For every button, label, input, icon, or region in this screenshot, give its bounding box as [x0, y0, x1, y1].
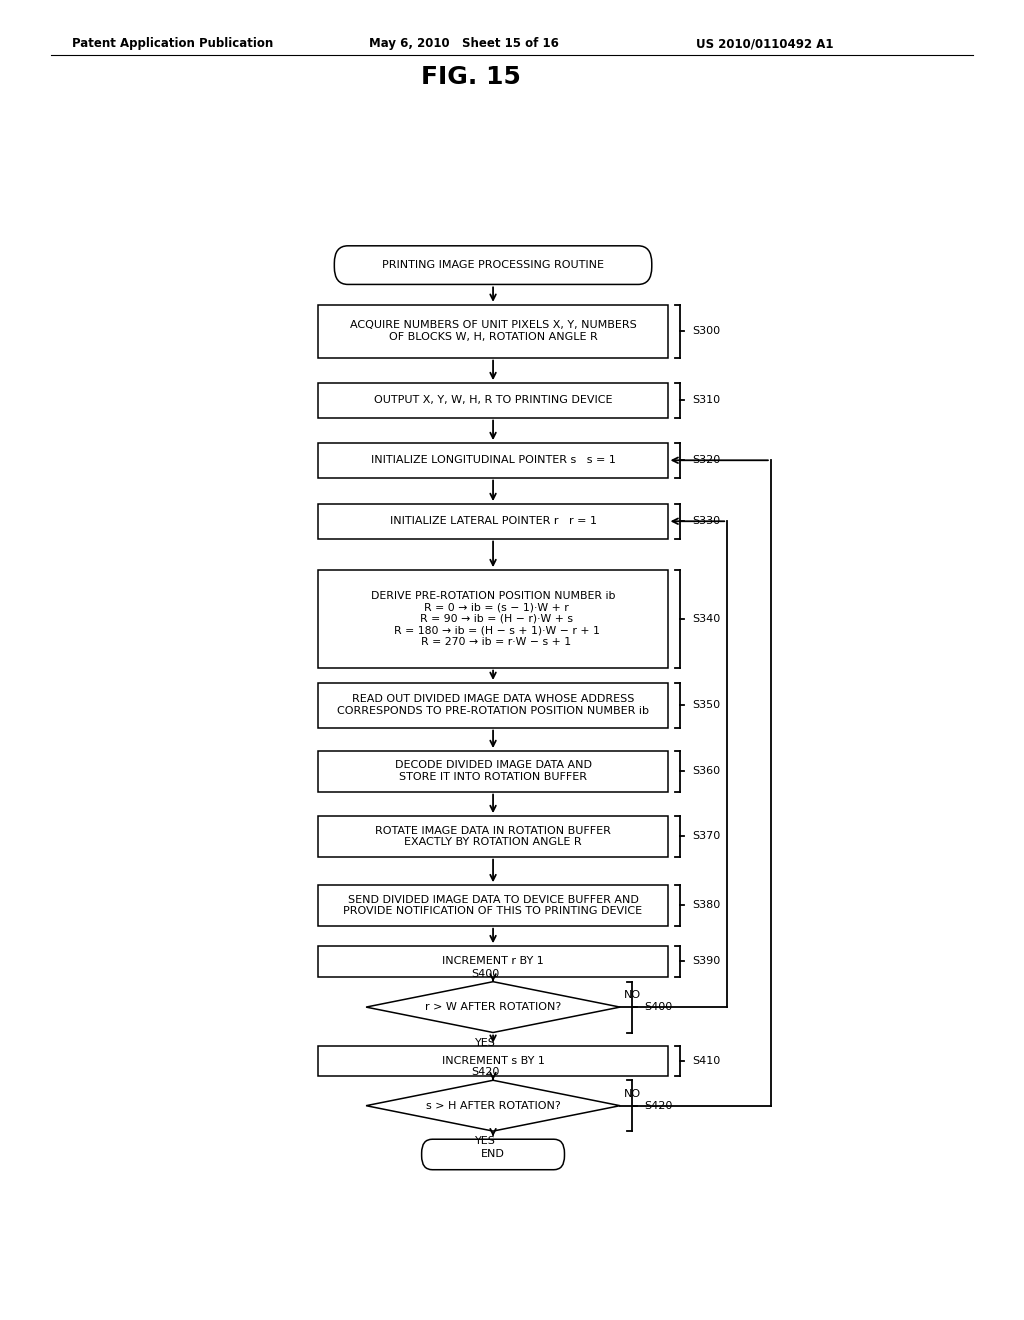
- Text: END: END: [481, 1150, 505, 1159]
- Polygon shape: [367, 1080, 620, 1131]
- FancyBboxPatch shape: [318, 946, 668, 977]
- Text: S310: S310: [692, 395, 720, 405]
- FancyBboxPatch shape: [422, 1139, 564, 1170]
- Text: INCREMENT s BY 1: INCREMENT s BY 1: [441, 1056, 545, 1067]
- FancyBboxPatch shape: [318, 886, 668, 925]
- Text: s > H AFTER ROTATION?: s > H AFTER ROTATION?: [426, 1101, 560, 1110]
- Text: ACQUIRE NUMBERS OF UNIT PIXELS X, Y, NUMBERS
OF BLOCKS W, H, ROTATION ANGLE R: ACQUIRE NUMBERS OF UNIT PIXELS X, Y, NUM…: [349, 321, 637, 342]
- Polygon shape: [367, 982, 620, 1032]
- Text: S360: S360: [692, 767, 720, 776]
- Text: S330: S330: [692, 516, 720, 527]
- Text: INITIALIZE LONGITUDINAL POINTER s   s = 1: INITIALIZE LONGITUDINAL POINTER s s = 1: [371, 455, 615, 465]
- Text: S400: S400: [471, 969, 500, 978]
- FancyBboxPatch shape: [318, 751, 668, 792]
- Text: May 6, 2010   Sheet 15 of 16: May 6, 2010 Sheet 15 of 16: [369, 37, 558, 50]
- FancyBboxPatch shape: [318, 1045, 668, 1076]
- FancyBboxPatch shape: [318, 570, 668, 668]
- Text: NO: NO: [624, 990, 641, 1001]
- FancyBboxPatch shape: [318, 444, 668, 478]
- FancyBboxPatch shape: [318, 682, 668, 727]
- Text: INITIALIZE LATERAL POINTER r   r = 1: INITIALIZE LATERAL POINTER r r = 1: [389, 516, 597, 527]
- FancyBboxPatch shape: [318, 816, 668, 857]
- Text: DERIVE PRE-ROTATION POSITION NUMBER ib
  R = 0 → ib = (s − 1)·W + r
  R = 90 → i: DERIVE PRE-ROTATION POSITION NUMBER ib R…: [371, 590, 615, 647]
- FancyBboxPatch shape: [318, 305, 668, 358]
- Text: S390: S390: [692, 957, 721, 966]
- Text: FIG. 15: FIG. 15: [421, 65, 521, 88]
- Text: READ OUT DIVIDED IMAGE DATA WHOSE ADDRESS
CORRESPONDS TO PRE-ROTATION POSITION N: READ OUT DIVIDED IMAGE DATA WHOSE ADDRES…: [337, 694, 649, 715]
- Text: S340: S340: [692, 614, 721, 624]
- FancyBboxPatch shape: [318, 383, 668, 417]
- Text: S380: S380: [692, 900, 721, 911]
- Text: S350: S350: [692, 700, 720, 710]
- Text: S370: S370: [692, 832, 721, 841]
- Text: ROTATE IMAGE DATA IN ROTATION BUFFER
EXACTLY BY ROTATION ANGLE R: ROTATE IMAGE DATA IN ROTATION BUFFER EXA…: [375, 825, 611, 847]
- Text: S320: S320: [692, 455, 721, 465]
- Text: S400: S400: [645, 1002, 673, 1012]
- Text: Patent Application Publication: Patent Application Publication: [72, 37, 273, 50]
- Text: DECODE DIVIDED IMAGE DATA AND
STORE IT INTO ROTATION BUFFER: DECODE DIVIDED IMAGE DATA AND STORE IT I…: [394, 760, 592, 781]
- FancyBboxPatch shape: [334, 246, 652, 284]
- Text: r > W AFTER ROTATION?: r > W AFTER ROTATION?: [425, 1002, 561, 1012]
- Text: US 2010/0110492 A1: US 2010/0110492 A1: [696, 37, 834, 50]
- Text: SEND DIVIDED IMAGE DATA TO DEVICE BUFFER AND
PROVIDE NOTIFICATION OF THIS TO PRI: SEND DIVIDED IMAGE DATA TO DEVICE BUFFER…: [343, 895, 643, 916]
- Text: S300: S300: [692, 326, 720, 337]
- FancyBboxPatch shape: [318, 504, 668, 539]
- Text: S410: S410: [692, 1056, 721, 1067]
- Text: INCREMENT r BY 1: INCREMENT r BY 1: [442, 957, 544, 966]
- Text: OUTPUT X, Y, W, H, R TO PRINTING DEVICE: OUTPUT X, Y, W, H, R TO PRINTING DEVICE: [374, 395, 612, 405]
- Text: YES: YES: [475, 1137, 496, 1146]
- Text: PRINTING IMAGE PROCESSING ROUTINE: PRINTING IMAGE PROCESSING ROUTINE: [382, 260, 604, 271]
- Text: S420: S420: [645, 1101, 673, 1110]
- Text: YES: YES: [475, 1038, 496, 1048]
- Text: NO: NO: [624, 1089, 641, 1098]
- Text: S420: S420: [471, 1068, 500, 1077]
